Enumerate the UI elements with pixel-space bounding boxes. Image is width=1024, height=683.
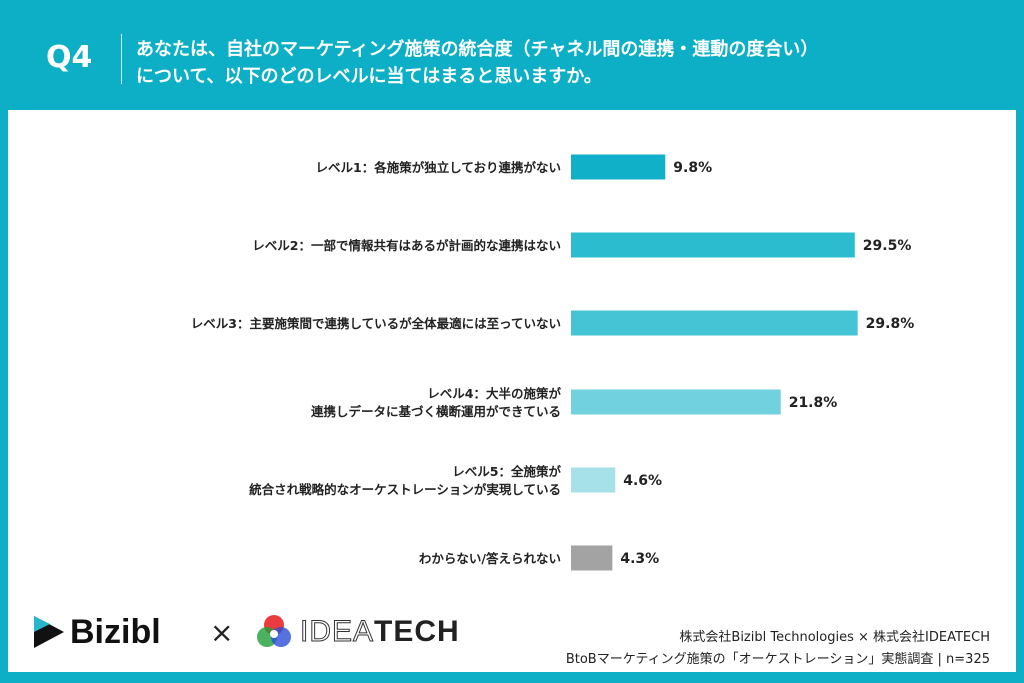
bar bbox=[571, 545, 613, 571]
question-number: Q4 bbox=[46, 40, 93, 75]
data-label: 29.8% bbox=[866, 316, 915, 332]
question-line-2: について、以下のどのレベルに当てはまると思いますか。 bbox=[136, 66, 602, 87]
play-icon bbox=[34, 616, 64, 648]
bar bbox=[571, 310, 858, 336]
category-label: わからない/答えられない bbox=[419, 551, 561, 566]
data-label: 21.8% bbox=[789, 395, 838, 411]
category-label: 連携しデータに基づく横断運用ができている bbox=[311, 404, 561, 419]
bizibl-wordmark: Bizibl bbox=[70, 612, 161, 651]
divider bbox=[121, 34, 122, 84]
credit-line: 株式会社Bizibl Technologies × 株式会社IDEATECH bbox=[679, 630, 990, 645]
chart-panel bbox=[8, 110, 1016, 672]
category-label: レベル4：大半の施策が bbox=[427, 386, 561, 401]
category-label: レベル5：全施策が bbox=[452, 464, 561, 479]
category-label: 統合され戦略的なオーケストレーションが実現している bbox=[249, 482, 561, 497]
data-label: 9.8% bbox=[673, 160, 712, 176]
question-text: あなたは、自社のマーケティング施策の統合度（チャネル間の連携・連動の度合い） に… bbox=[136, 36, 818, 90]
category-label: レベル1：各施策が独立しており連携がない bbox=[316, 160, 561, 175]
times-sign: × bbox=[210, 616, 234, 649]
ideatech-wordmark-bold: TECH bbox=[374, 615, 460, 648]
data-label: 29.5% bbox=[863, 238, 912, 254]
category-label: レベル3：主要施策間で連携しているが全体最適には至っていない bbox=[191, 316, 561, 331]
category-label: レベル2：一部で情報共有はあるが計画的な連携はない bbox=[252, 238, 561, 253]
ideatech-logo: IDEATECH bbox=[256, 612, 460, 652]
data-label: 4.6% bbox=[623, 473, 662, 489]
survey-line: BtoBマーケティング施策の「オーケストレーション」実態調査 | n=325 bbox=[565, 652, 990, 667]
bizibl-logo: Bizibl bbox=[32, 612, 161, 652]
bar bbox=[571, 154, 666, 180]
color-wheel-icon bbox=[257, 615, 291, 647]
bar bbox=[571, 389, 781, 415]
ideatech-wordmark-outline: IDEA bbox=[299, 615, 375, 649]
bar bbox=[571, 467, 616, 493]
data-label: 4.3% bbox=[620, 551, 659, 567]
footer-credit: 株式会社Bizibl Technologies × 株式会社IDEATECH B… bbox=[566, 627, 990, 671]
ideatech-wordmark: IDEATECH bbox=[299, 615, 460, 649]
question-line-1: あなたは、自社のマーケティング施策の統合度（チャネル間の連携・連動の度合い） bbox=[136, 39, 819, 60]
bar bbox=[571, 232, 855, 258]
